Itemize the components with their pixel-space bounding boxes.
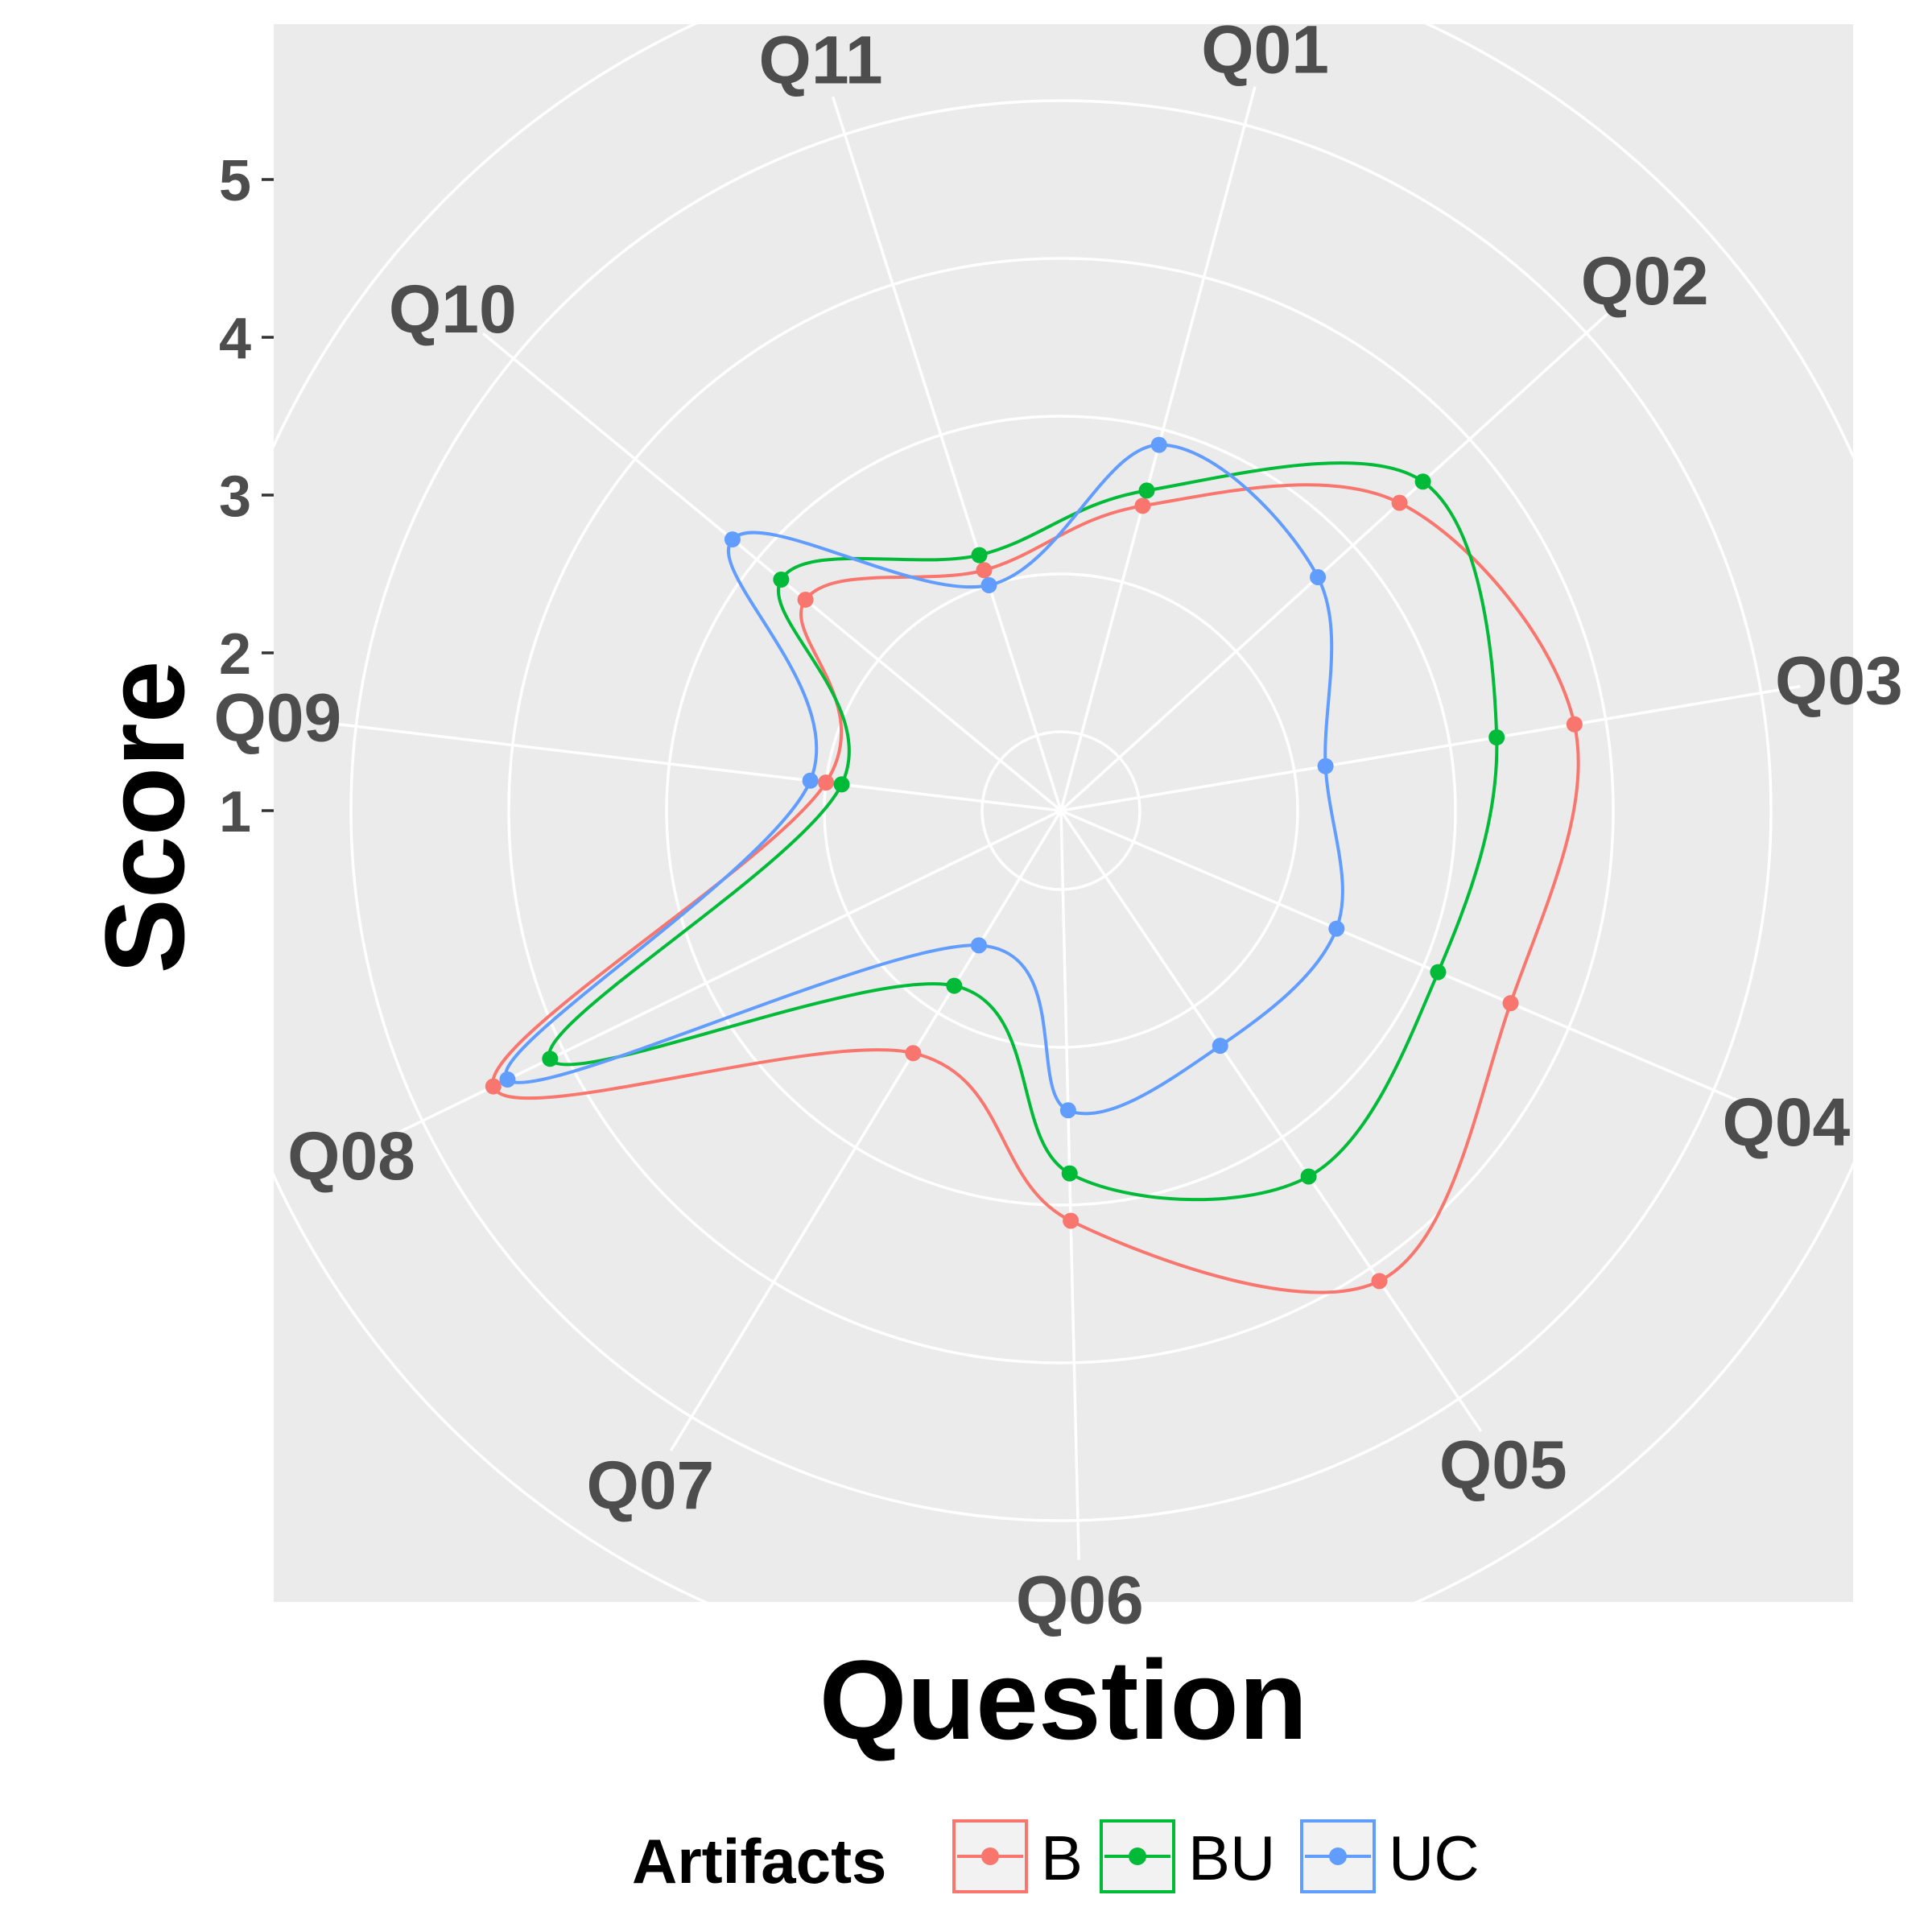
category-label-q03: Q03	[1775, 643, 1903, 719]
point-uc-q08	[499, 1071, 516, 1088]
category-label-q07: Q07	[587, 1447, 715, 1523]
y-tick-label: 3	[219, 464, 251, 529]
y-tick-label: 5	[219, 149, 251, 213]
y-tick-label: 4	[219, 307, 251, 371]
category-label-q11: Q11	[759, 23, 883, 98]
category-label-q09: Q09	[214, 680, 342, 756]
point-b-q02	[1391, 494, 1408, 511]
point-b-q05	[1371, 1273, 1388, 1290]
y-tick-label: 1	[219, 780, 251, 844]
series-layer	[485, 436, 1583, 1294]
point-b-q01	[1134, 497, 1151, 514]
point-uc-q01	[1150, 436, 1167, 453]
spoke-line	[316, 720, 1062, 812]
category-label-q10: Q10	[389, 271, 517, 347]
point-bu-q08	[542, 1051, 559, 1067]
point-uc-q09	[802, 772, 819, 789]
legend-key-point-uc	[1329, 1847, 1347, 1865]
point-b-q08	[485, 1078, 502, 1095]
point-bu-q06	[1061, 1165, 1078, 1182]
legend-title: Artifacts	[632, 1826, 886, 1897]
point-b-q04	[1502, 995, 1519, 1012]
grid-circle	[665, 415, 1457, 1207]
point-bu-q11	[971, 547, 988, 564]
grid-circle	[192, 0, 1930, 1680]
legend-key-point-bu	[1129, 1847, 1146, 1865]
point-uc-q07	[970, 937, 987, 954]
point-uc-q05	[1212, 1038, 1228, 1055]
spoke-line	[831, 96, 1063, 811]
point-bu-q04	[1430, 964, 1447, 980]
legend: Artifacts B BU UC	[632, 1819, 1480, 1897]
point-b-q10	[797, 591, 814, 608]
grid-circle	[349, 99, 1773, 1522]
spoke-line	[1059, 305, 1617, 812]
point-b-q07	[905, 1045, 922, 1062]
point-uc-q04	[1328, 920, 1345, 937]
category-label-q06: Q06	[1016, 1563, 1144, 1638]
spoke-line	[1059, 810, 1080, 1560]
point-bu-q10	[773, 571, 790, 588]
point-b-q11	[976, 562, 993, 579]
point-bu-q03	[1488, 729, 1505, 745]
category-label-q04: Q04	[1723, 1084, 1851, 1160]
point-bu-q09	[833, 776, 850, 793]
y-axis-title: Score	[81, 660, 208, 973]
spoke-line	[1059, 810, 1483, 1432]
spoke-line	[1060, 684, 1801, 812]
point-uc-q10	[724, 531, 741, 548]
legend-label-bu: BU	[1188, 1823, 1275, 1893]
series-line-b	[491, 483, 1580, 1294]
point-b-q09	[818, 774, 835, 791]
y-axis-ticks: 1 2 3 4 5	[219, 149, 274, 844]
point-uc-q11	[980, 576, 997, 593]
point-uc-q03	[1317, 758, 1334, 774]
grid-circle	[980, 730, 1141, 891]
category-label-q08: Q08	[287, 1118, 415, 1194]
category-label-q02: Q02	[1581, 243, 1709, 319]
category-labels: Q01 Q02 Q03 Q04 Q05 Q06 Q07 Q08 Q09 Q10 Q11	[214, 11, 1903, 1637]
point-b-q03	[1566, 716, 1583, 733]
legend-label-b: B	[1041, 1823, 1083, 1893]
point-b-q06	[1063, 1212, 1080, 1229]
point-bu-q01	[1138, 482, 1155, 499]
spoke-line	[669, 810, 1063, 1451]
point-bu-q07	[946, 977, 963, 994]
point-bu-q05	[1300, 1168, 1317, 1185]
point-uc-q06	[1059, 1102, 1076, 1119]
spoke-line	[481, 332, 1063, 812]
grid-circle	[507, 257, 1615, 1364]
point-uc-q02	[1310, 568, 1327, 585]
legend-key-point-b	[981, 1847, 999, 1865]
legend-label-uc: UC	[1389, 1823, 1480, 1893]
spoke-line	[1060, 809, 1751, 1108]
category-label-q01: Q01	[1201, 11, 1329, 87]
y-tick-label: 2	[219, 622, 251, 687]
category-label-q05: Q05	[1439, 1427, 1567, 1503]
point-bu-q02	[1414, 473, 1431, 490]
x-axis-title: Question	[819, 1637, 1308, 1763]
